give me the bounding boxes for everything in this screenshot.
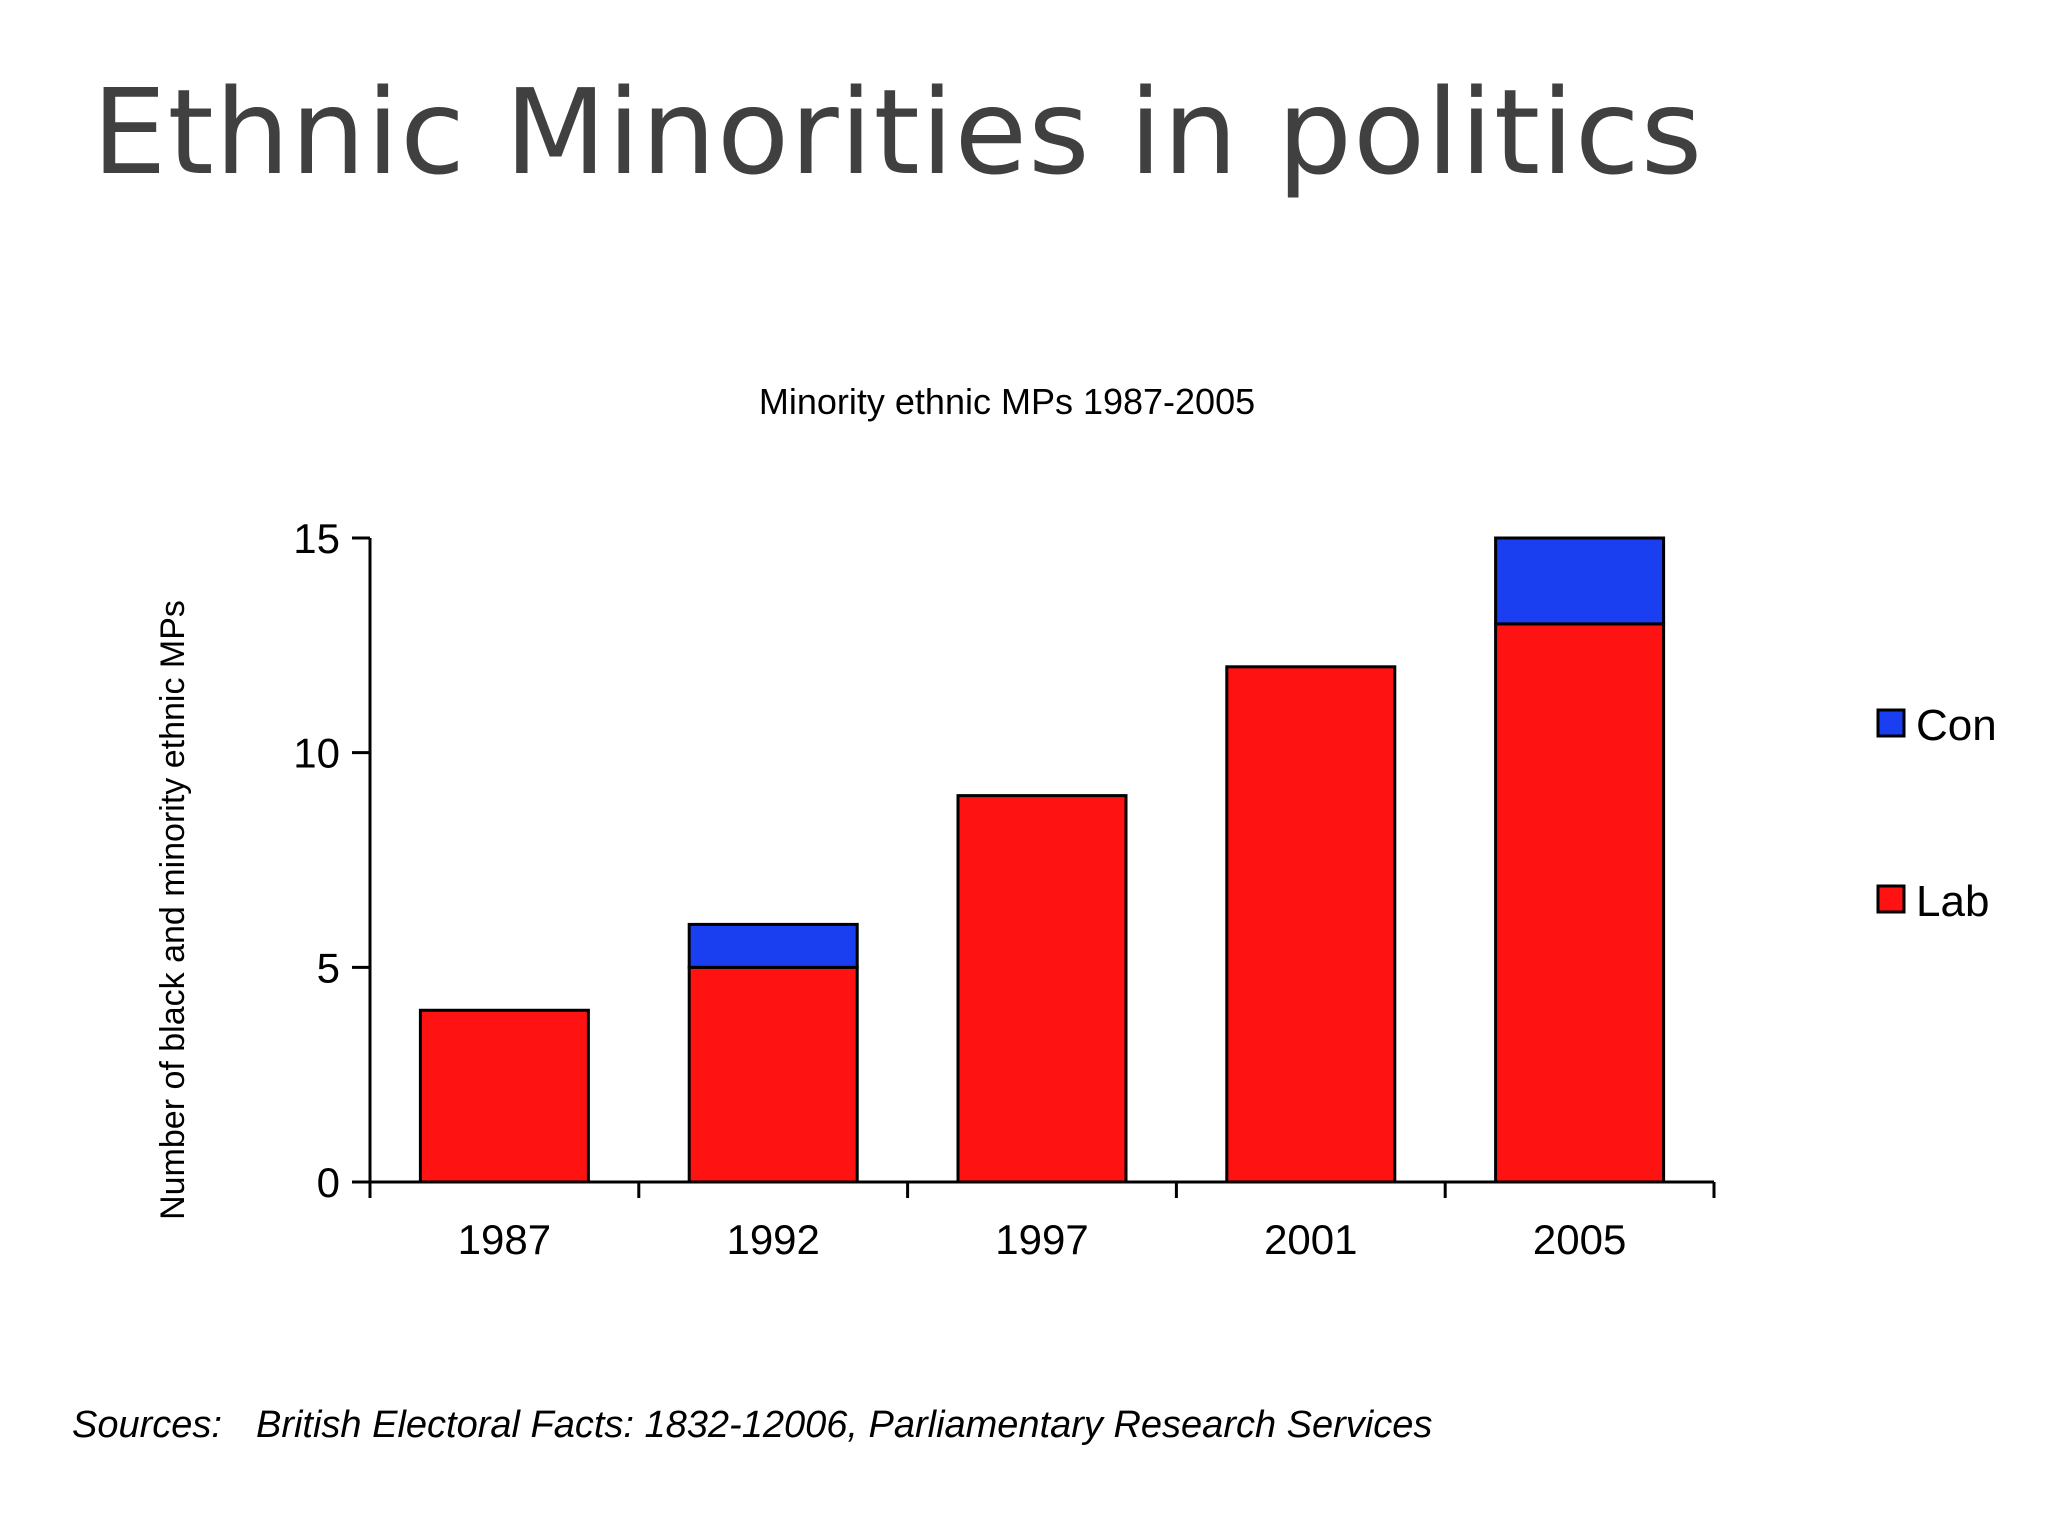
bar-lab-1992 <box>687 965 859 1184</box>
y-tick-label-10: 10 <box>293 730 340 777</box>
bar-lab-2005 <box>1494 622 1666 1184</box>
source-text: British Electoral Facts: 1832-12006, Par… <box>255 1404 1433 1446</box>
x-tick-label-1992: 1992 <box>726 1216 819 1263</box>
chart-title: Minority ethnic MPs 1987-2005 <box>759 381 1255 422</box>
legend-label-lab: Lab <box>1916 877 1989 926</box>
bar-lab-1997 <box>956 794 1128 1184</box>
y-tick-label-15: 15 <box>293 515 340 562</box>
legend-label-con: Con <box>1916 701 1997 750</box>
slide-title: Ethnic Minorities in politics <box>92 63 1704 201</box>
bar-con-2005 <box>1494 536 1666 626</box>
x-tick-label-2001: 2001 <box>1264 1216 1357 1263</box>
bar-lab-2001 <box>1225 665 1397 1184</box>
y-tick-label-5: 5 <box>317 944 340 991</box>
bar-con-1992 <box>687 922 859 969</box>
bar-lab-1987 <box>418 1008 590 1184</box>
legend-swatch-lab <box>1876 884 1906 914</box>
x-tick-label-2005: 2005 <box>1533 1216 1626 1263</box>
x-tick-label-1997: 1997 <box>995 1216 1088 1263</box>
source-label: Sources: <box>72 1404 222 1446</box>
y-axis-label: Number of black and minority ethnic MPs <box>154 600 192 1220</box>
source-note: Sources: British Electoral Facts: 1832-12… <box>72 1400 1432 1450</box>
legend-swatch-con <box>1876 708 1906 738</box>
y-tick-label-0: 0 <box>317 1159 340 1206</box>
x-tick-label-1987: 1987 <box>458 1216 551 1263</box>
